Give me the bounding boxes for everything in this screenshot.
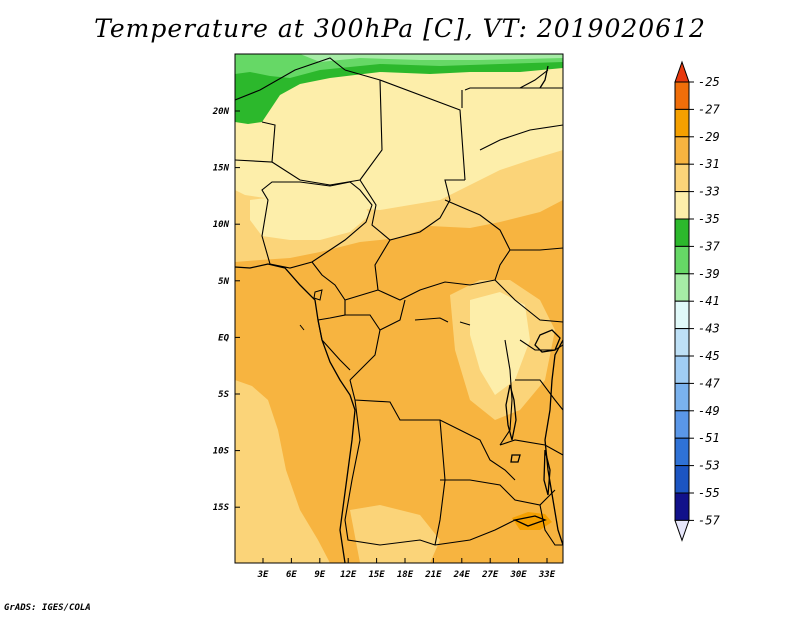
lat-label: 5N: [218, 277, 229, 287]
colorbar-swatch: [674, 465, 690, 494]
colorbar-label: -55: [698, 486, 720, 500]
field-pale-yellow-sahara: [235, 64, 563, 210]
map-title: Temperature at 300hPa [C], VT: 201902061…: [94, 14, 706, 43]
colorbar-swatch: [674, 108, 690, 138]
colorbar-label: -29: [698, 130, 720, 144]
lat-label: 15N: [213, 164, 230, 174]
colorbar-label: -27: [698, 102, 720, 116]
field-pale-yellow-east: [470, 292, 530, 395]
colorbar-swatch: [674, 328, 690, 357]
field-light-orange-south: [350, 505, 440, 563]
colorbar-swatch: [674, 136, 690, 165]
colorbar-label: -45: [698, 349, 720, 363]
colorbar: -25 -27 -29 -31 -33 -35 -37 -39 -41 -43 -45 -47 -49 -…: [674, 60, 720, 542]
lat-label: EQ: [218, 333, 229, 343]
lon-label: 24E: [453, 570, 471, 580]
lon-axis: 3E 6E 9E 12E 15E 18E 21E 24E 27E 30E 33E: [257, 558, 556, 580]
colorbar-label: -39: [698, 267, 720, 281]
lat-axis: 20N 15N 10N 5N EQ 5S 10S 15S: [212, 107, 240, 513]
lat-label: 20N: [212, 107, 230, 117]
colorbar-label: -25: [698, 75, 720, 89]
lon-label: 21E: [424, 570, 442, 580]
colorbar-swatch: [674, 273, 690, 302]
colorbar-label: -47: [698, 376, 720, 390]
colorbar-swatch: [674, 218, 690, 247]
field-light-orange-westcoast: [235, 380, 330, 563]
coastlines: [235, 65, 563, 563]
map-panel: 20N 15N 10N 5N EQ 5S 10S 15S 3E 6E 9E 12E 15E 18E 21E…: [212, 53, 564, 580]
field-green-north: [235, 54, 563, 124]
lat-label: 10S: [213, 447, 230, 457]
temperature-field: [235, 54, 563, 563]
field-pale-green-band: [300, 54, 563, 62]
colorbar-swatch: [674, 245, 690, 275]
colorbar-swatch: [674, 382, 690, 412]
field-pale-yellow-central: [250, 190, 370, 240]
colorbar-swatch: [674, 492, 690, 521]
colorbar-label: -41: [698, 294, 720, 308]
lon-label: 6E: [286, 570, 297, 580]
lon-label: 12E: [340, 570, 357, 580]
colorbar-swatch: [674, 300, 690, 330]
colorbar-top-arrow: [674, 60, 690, 83]
colorbar-label: -31: [698, 157, 720, 171]
colorbar-label: -49: [698, 404, 720, 418]
lon-label: 30E: [509, 570, 527, 580]
lat-label: 15S: [213, 503, 230, 513]
colorbar-swatch: [674, 410, 690, 439]
colorbar-label: -43: [698, 322, 720, 336]
map-frame: [234, 53, 564, 564]
colorbar-label: -57: [698, 513, 720, 527]
lon-label: 3E: [257, 570, 269, 580]
lon-label: 33E: [538, 570, 556, 580]
grads-credit: GrADS: IGES/COLA: [4, 603, 91, 613]
colorbar-bottom-arrow: [674, 519, 690, 542]
lon-label: 18E: [397, 570, 414, 580]
colorbar-swatch: [674, 355, 690, 384]
colorbar-swatch: [674, 191, 690, 220]
colorbar-label: -35: [698, 212, 720, 226]
colorbar-label: -33: [698, 185, 720, 199]
colorbar-label: -51: [698, 431, 720, 445]
colorbar-swatch: [674, 437, 690, 467]
lon-label: 9E: [314, 570, 325, 580]
lat-label: 10N: [213, 220, 230, 230]
lon-label: 15E: [368, 570, 385, 580]
colorbar-swatch: [674, 163, 690, 193]
lon-label: 27E: [481, 570, 499, 580]
colorbar-label: -37: [698, 239, 720, 253]
colorbar-swatch: [674, 81, 690, 110]
colorbar-label: -53: [698, 459, 720, 473]
country-borders: [235, 57, 563, 546]
lat-label: 5S: [218, 390, 229, 400]
